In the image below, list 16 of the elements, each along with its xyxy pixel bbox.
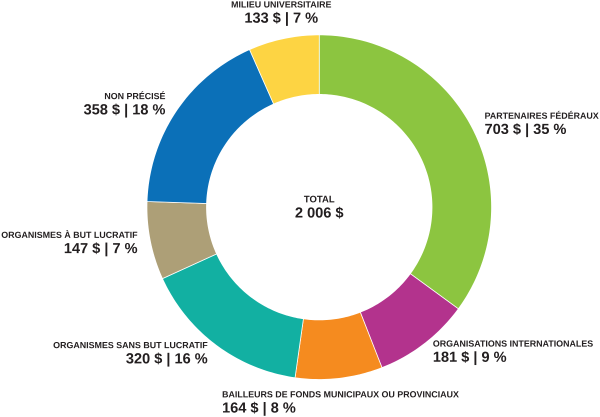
data-label: 320 $ | 16 % bbox=[126, 352, 208, 367]
slice-label: MILIEU UNIVERSITAIRE bbox=[232, 1, 332, 8]
data-label: 164 $ | 8 % bbox=[222, 402, 296, 416]
slice-label: BAILLEURS DE FONDS MUNICIPAUX OU PROVINCIAUX bbox=[222, 391, 459, 398]
data-label: 703 $ | 35 % bbox=[485, 123, 566, 138]
data-label: 358 $ | 18 % bbox=[84, 103, 166, 118]
slice-label: NON PRÉCISÉ bbox=[104, 91, 166, 100]
slice-label: ORGANISMES À BUT LUCRATIF bbox=[2, 230, 138, 238]
slice-label: PARTENAIRES FÉDÉRAUX bbox=[485, 110, 599, 119]
data-label: 181 $ | 9 % bbox=[434, 350, 506, 366]
text: TOTAL bbox=[304, 196, 334, 202]
slice-label: ORGANISATIONS INTERNATIONALES bbox=[433, 340, 593, 347]
text: 2 006 $ bbox=[295, 206, 344, 219]
data-label: 147 $ | 7 % bbox=[64, 242, 138, 256]
data-label: 133 $ | 7 % bbox=[245, 12, 318, 26]
slice-label: ORGANISMES SANS BUT LUCRATIF bbox=[54, 342, 208, 348]
